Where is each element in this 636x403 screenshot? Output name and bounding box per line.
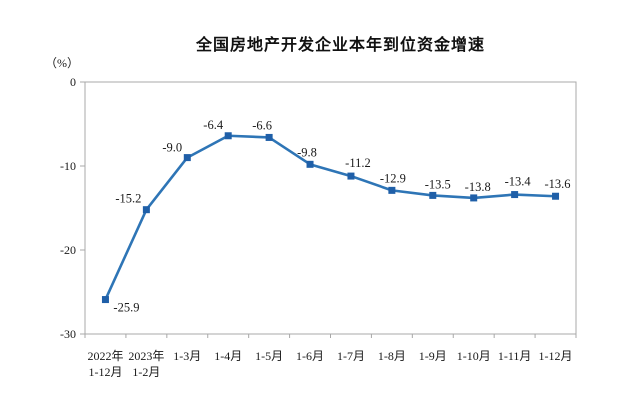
x-tick-label: 1-9月 xyxy=(419,349,447,363)
data-point-marker xyxy=(101,296,109,304)
x-tick-label: 2022年 xyxy=(87,349,123,363)
x-tick-label: 1-10月 xyxy=(457,349,491,363)
x-tick-label: 1-4月 xyxy=(214,349,242,363)
data-point-label: -13.4 xyxy=(505,175,532,189)
data-point-label: -9.0 xyxy=(162,141,182,155)
data-point-label: -13.6 xyxy=(545,177,571,191)
x-tick-label: 1-12月 xyxy=(88,365,122,379)
data-point-marker xyxy=(183,154,191,162)
data-point-label: -13.8 xyxy=(465,180,491,194)
data-point-label: -11.2 xyxy=(345,156,371,170)
x-tick-label: 1-2月 xyxy=(132,365,160,379)
y-axis-unit-label: （%） xyxy=(45,56,79,70)
data-point-marker xyxy=(511,191,519,199)
data-point-marker xyxy=(224,132,232,140)
data-point-marker xyxy=(347,172,355,180)
data-point-label: -6.4 xyxy=(203,118,224,132)
data-point-label: -13.5 xyxy=(425,177,451,191)
y-tick-label: -10 xyxy=(60,159,76,173)
y-tick-label: -30 xyxy=(60,327,76,341)
data-point-label: -6.6 xyxy=(252,118,272,132)
data-point-marker xyxy=(388,186,396,194)
x-tick-label: 1-3月 xyxy=(173,349,201,363)
x-tick-label: 1-8月 xyxy=(378,349,406,363)
data-point-label: -9.8 xyxy=(297,145,317,159)
data-point-marker xyxy=(552,192,560,200)
data-point-label: -15.2 xyxy=(115,192,141,206)
y-tick-label: 0 xyxy=(70,75,76,89)
x-tick-label: 1-7月 xyxy=(337,349,365,363)
x-tick-label: 2023年 xyxy=(128,349,164,363)
data-point-marker xyxy=(142,206,150,214)
plot-border xyxy=(84,81,577,335)
data-point-label: -25.9 xyxy=(113,301,139,315)
data-point-marker xyxy=(429,191,437,199)
chart-title: 全国房地产开发企业本年到位资金增速 xyxy=(195,37,485,54)
series-line xyxy=(104,134,557,301)
x-tick-label: 1-11月 xyxy=(498,349,532,363)
x-tick-label: 1-12月 xyxy=(539,349,573,363)
x-tick-label: 1-6月 xyxy=(296,349,324,363)
data-point-marker xyxy=(306,160,314,168)
data-point-marker xyxy=(470,194,478,202)
data-point-marker xyxy=(265,133,273,141)
x-tick-label: 1-5月 xyxy=(255,349,283,363)
y-tick-label: -20 xyxy=(60,243,76,257)
data-point-label: -12.9 xyxy=(380,171,406,185)
